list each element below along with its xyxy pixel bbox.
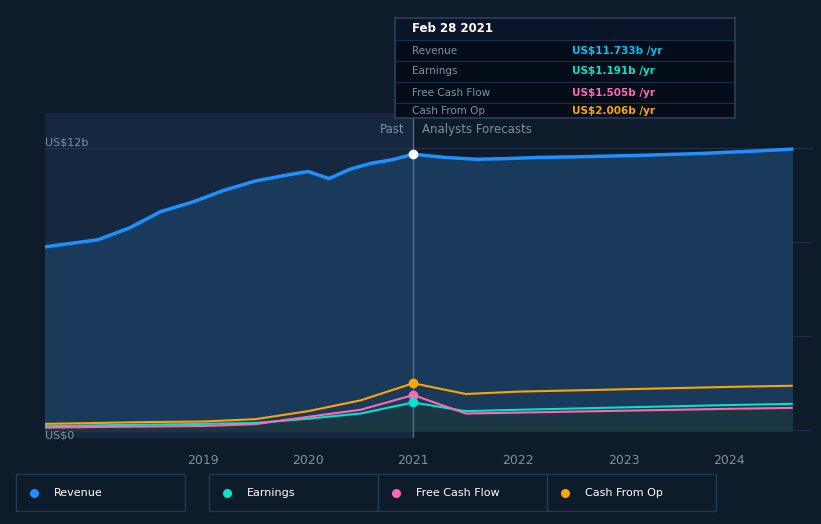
FancyBboxPatch shape — [548, 474, 716, 511]
FancyBboxPatch shape — [209, 474, 378, 511]
Text: US$1.191b /yr: US$1.191b /yr — [571, 67, 654, 77]
Text: Free Cash Flow: Free Cash Flow — [416, 487, 500, 498]
Text: Revenue: Revenue — [412, 46, 457, 56]
FancyBboxPatch shape — [378, 474, 548, 511]
Text: Feb 28 2021: Feb 28 2021 — [412, 23, 493, 36]
Text: US$11.733b /yr: US$11.733b /yr — [571, 46, 663, 56]
Text: 2019: 2019 — [187, 454, 218, 467]
Text: 2022: 2022 — [502, 454, 534, 467]
Text: Cash From Op: Cash From Op — [585, 487, 663, 498]
Text: US$2.006b /yr: US$2.006b /yr — [571, 105, 655, 115]
Bar — [395, 18, 735, 40]
Text: Past: Past — [380, 123, 405, 136]
Text: Earnings: Earnings — [412, 67, 457, 77]
Text: Analysts Forecasts: Analysts Forecasts — [422, 123, 531, 136]
FancyBboxPatch shape — [16, 474, 186, 511]
Text: 2021: 2021 — [397, 454, 429, 467]
Text: 2020: 2020 — [292, 454, 324, 467]
Text: Cash From Op: Cash From Op — [412, 105, 485, 115]
Text: 2024: 2024 — [713, 454, 745, 467]
Bar — [45, 113, 413, 438]
Text: Earnings: Earnings — [247, 487, 296, 498]
Text: Free Cash Flow: Free Cash Flow — [412, 88, 490, 97]
Text: Revenue: Revenue — [54, 487, 103, 498]
Text: US$0: US$0 — [45, 431, 75, 441]
Text: US$12b: US$12b — [45, 138, 89, 148]
Text: US$1.505b /yr: US$1.505b /yr — [571, 88, 655, 97]
Text: 2023: 2023 — [608, 454, 640, 467]
